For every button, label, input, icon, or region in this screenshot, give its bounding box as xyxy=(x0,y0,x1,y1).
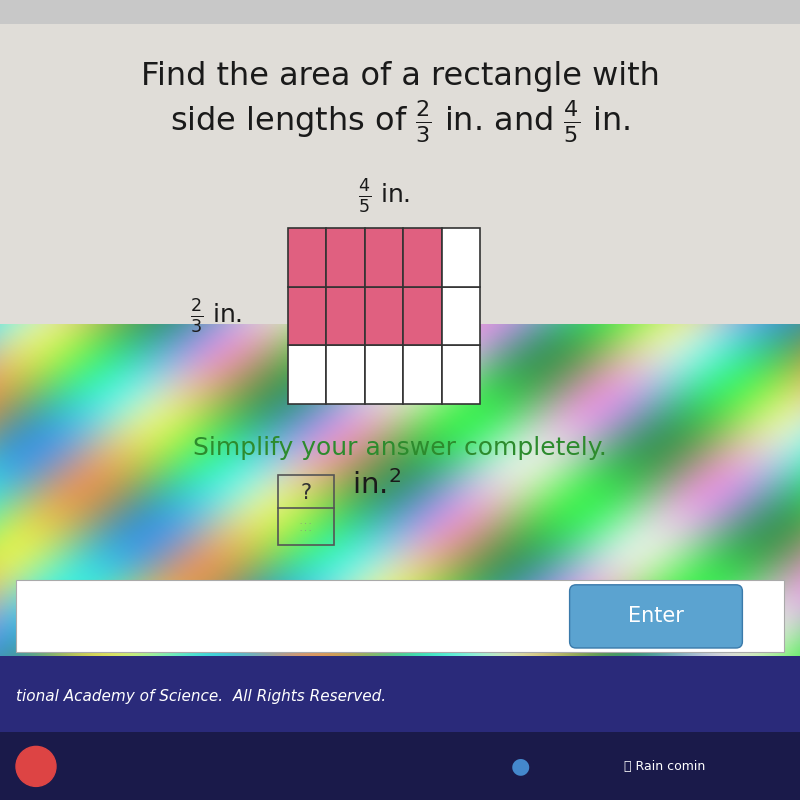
Bar xyxy=(16,580,784,652)
Text: side lengths of $\frac{2}{3}$ in. and $\frac{4}{5}$ in.: side lengths of $\frac{2}{3}$ in. and $\… xyxy=(170,98,630,145)
Bar xyxy=(365,346,403,404)
FancyBboxPatch shape xyxy=(570,585,742,648)
Text: · · ·
· · ·: · · · · · · xyxy=(300,521,312,534)
FancyBboxPatch shape xyxy=(0,36,800,656)
Text: Find the area of a rectangle with: Find the area of a rectangle with xyxy=(141,61,659,91)
Text: ●: ● xyxy=(510,757,530,776)
Bar xyxy=(403,286,442,346)
Text: $\frac{2}{3}$ in.: $\frac{2}{3}$ in. xyxy=(190,297,242,335)
Bar xyxy=(0,732,800,800)
Bar xyxy=(326,346,365,404)
Bar xyxy=(288,228,326,286)
Text: 🌂 Rain comin: 🌂 Rain comin xyxy=(624,760,706,773)
Text: $\frac{4}{5}$ in.: $\frac{4}{5}$ in. xyxy=(358,177,410,215)
Bar xyxy=(288,346,326,404)
Bar xyxy=(326,228,365,286)
Bar xyxy=(326,286,365,346)
Bar xyxy=(0,656,800,732)
Text: tional Academy of Science.  All Rights Reserved.: tional Academy of Science. All Rights Re… xyxy=(16,689,386,703)
Text: Enter: Enter xyxy=(628,606,684,626)
Bar xyxy=(365,286,403,346)
Bar xyxy=(365,228,403,286)
Bar xyxy=(442,228,480,286)
Text: Simplify your answer completely.: Simplify your answer completely. xyxy=(193,436,607,460)
Text: in.$^{2}$: in.$^{2}$ xyxy=(352,470,401,500)
Bar xyxy=(403,228,442,286)
Circle shape xyxy=(16,746,56,786)
Bar xyxy=(442,286,480,346)
Bar xyxy=(288,286,326,346)
Bar xyxy=(442,346,480,404)
FancyBboxPatch shape xyxy=(0,24,800,324)
Bar xyxy=(403,346,442,404)
Text: ?: ? xyxy=(301,482,311,503)
